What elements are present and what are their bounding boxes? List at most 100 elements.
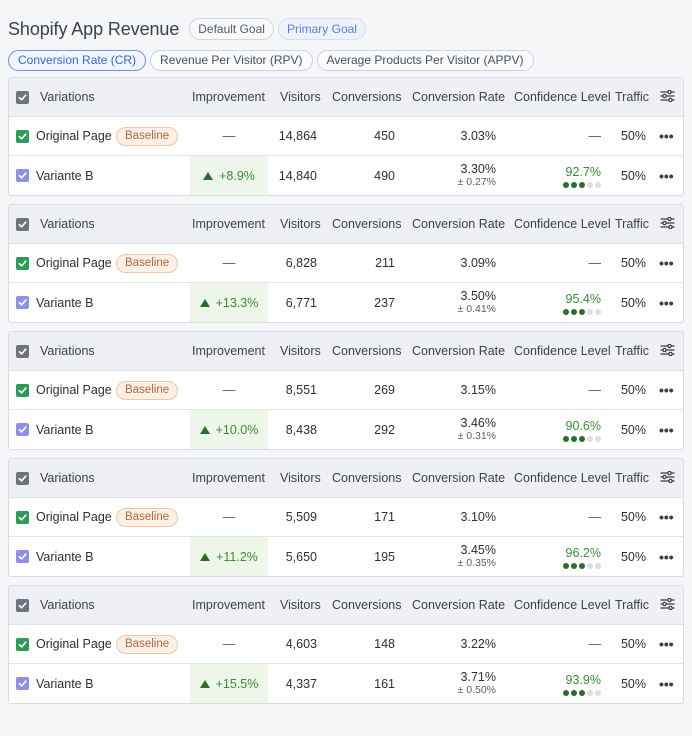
page-header: Shopify App Revenue Default Goal Primary… — [8, 18, 370, 40]
table-header-row: Variations Improvement Visitors Conversi… — [9, 586, 683, 625]
confidence-dot — [595, 435, 601, 442]
traffic-value: 50% — [620, 510, 646, 524]
experiment-card: Variations Improvement Visitors Conversi… — [8, 331, 684, 450]
confidence-dot — [563, 181, 569, 188]
conversions-value: 161 — [374, 676, 395, 691]
row-checkbox[interactable] — [16, 256, 29, 270]
conversions-value: 490 — [374, 168, 395, 183]
row-checkbox[interactable] — [16, 637, 29, 651]
improvement-value: +15.5% — [215, 676, 259, 691]
table-row-original: Original Page Baseline — 5,509 171 3.10%… — [9, 498, 683, 537]
experiment-card: Variations Improvement Visitors Conversi… — [8, 77, 684, 196]
row-checkbox[interactable] — [16, 677, 29, 690]
conversion-rate-cell: 3.46% ± 0.31% — [437, 410, 496, 449]
conversion-rate-value: 3.71% — [460, 670, 496, 684]
confidence-level-indicator — [561, 181, 601, 188]
more-options-icon[interactable]: ••• — [659, 675, 674, 692]
confidence-dot — [563, 689, 569, 696]
traffic-value: 50% — [620, 383, 646, 397]
tab-revenue-per-visitor[interactable]: Revenue Per Visitor (RPV) — [150, 50, 313, 71]
conversion-rate-margin: ± 0.35% — [457, 557, 496, 569]
select-all-checkbox[interactable] — [16, 344, 29, 358]
baseline-badge: Baseline — [116, 507, 179, 527]
column-header-conversions: Conversions — [332, 344, 402, 358]
traffic-value: 50% — [620, 168, 646, 183]
more-options-icon[interactable]: ••• — [659, 255, 674, 271]
row-checkbox[interactable] — [16, 423, 29, 436]
select-all-checkbox[interactable] — [16, 471, 29, 485]
table-header-row: Variations Improvement Visitors Conversi… — [9, 332, 683, 371]
more-options-icon[interactable]: ••• — [659, 636, 674, 652]
column-settings-icon[interactable] — [660, 89, 675, 105]
column-header-confidence-level: Confidence Level — [514, 471, 611, 485]
row-checkbox[interactable] — [16, 169, 29, 182]
more-options-icon[interactable]: ••• — [659, 128, 674, 144]
improvement-cell: +13.3% — [190, 283, 268, 322]
conversions-value: 292 — [374, 422, 395, 437]
table-header-row: Variations Improvement Visitors Conversi… — [9, 459, 683, 498]
column-settings-icon[interactable] — [660, 216, 675, 232]
table-row-variant: Variante B +11.2% 5,650 195 3.45% ± 0.35… — [9, 537, 683, 576]
row-checkbox[interactable] — [16, 296, 29, 309]
confidence-value: — — [588, 129, 602, 143]
more-options-icon[interactable]: ••• — [659, 548, 674, 565]
conversion-rate-value: 3.46% — [460, 416, 496, 430]
column-header-improvement: Improvement — [192, 598, 265, 612]
visitors-value: 4,337 — [285, 676, 317, 691]
column-settings-icon[interactable] — [660, 597, 675, 613]
improvement-value: +8.9% — [219, 168, 255, 183]
confidence-dot — [579, 435, 585, 442]
column-header-traffic: Traffic — [615, 598, 650, 612]
row-checkbox[interactable] — [16, 383, 29, 397]
column-header-improvement: Improvement — [192, 90, 265, 104]
baseline-badge: Baseline — [116, 126, 179, 146]
confidence-dot — [595, 562, 601, 569]
column-header-improvement: Improvement — [192, 471, 265, 485]
more-options-icon[interactable]: ••• — [659, 421, 674, 438]
table-row-original: Original Page Baseline — 6,828 211 3.09%… — [9, 244, 683, 283]
confidence-dot — [595, 181, 601, 188]
conversion-rate-value: 3.30% — [460, 162, 496, 176]
more-options-icon[interactable]: ••• — [659, 167, 674, 184]
select-all-checkbox[interactable] — [16, 598, 29, 612]
traffic-value: 50% — [620, 676, 646, 691]
confidence-dot — [571, 435, 577, 442]
confidence-dot — [571, 689, 577, 696]
column-settings-icon[interactable] — [660, 343, 675, 359]
conversion-rate-cell: 3.71% ± 0.50% — [437, 664, 496, 703]
conversion-rate-cell: 3.50% ± 0.41% — [437, 283, 496, 322]
conversion-rate-margin: ± 0.31% — [457, 430, 496, 442]
goal-default[interactable]: Default Goal — [189, 18, 274, 40]
conversion-rate-value: 3.45% — [460, 543, 496, 557]
more-options-icon[interactable]: ••• — [659, 509, 674, 525]
conversions-value: 237 — [374, 295, 395, 310]
select-all-checkbox[interactable] — [16, 90, 29, 104]
column-header-traffic: Traffic — [615, 217, 650, 231]
row-checkbox[interactable] — [16, 510, 29, 524]
conversion-rate-value: 3.22% — [460, 637, 496, 651]
confidence-dot — [587, 689, 593, 696]
visitors-value: 8,438 — [285, 422, 317, 437]
triangle-up-icon — [200, 552, 211, 561]
table-row-original: Original Page Baseline — 8,551 269 3.15%… — [9, 371, 683, 410]
select-all-checkbox[interactable] — [16, 217, 29, 231]
more-options-icon[interactable]: ••• — [659, 294, 674, 311]
variation-name: Original Page — [36, 383, 112, 397]
column-header-variations: Variations — [40, 344, 95, 358]
row-checkbox[interactable] — [16, 550, 29, 563]
column-header-confidence-level: Confidence Level — [514, 217, 611, 231]
confidence-dot — [587, 181, 593, 188]
conversion-rate-value: 3.50% — [460, 289, 496, 303]
traffic-value: 50% — [620, 129, 646, 143]
confidence-dot — [579, 181, 585, 188]
tab-conversion-rate[interactable]: Conversion Rate (CR) — [8, 50, 147, 71]
more-options-icon[interactable]: ••• — [659, 382, 674, 398]
column-header-traffic: Traffic — [615, 471, 650, 485]
column-header-conversion-rate: Conversion Rate — [412, 471, 506, 485]
confidence-cell: 90.6% — [541, 410, 601, 449]
improvement-value: — — [222, 383, 236, 397]
row-checkbox[interactable] — [16, 129, 29, 143]
tab-average-products-per-visitor[interactable]: Average Products Per Visitor (APPV) — [316, 50, 534, 71]
column-settings-icon[interactable] — [660, 470, 675, 486]
goal-primary[interactable]: Primary Goal — [277, 18, 366, 40]
